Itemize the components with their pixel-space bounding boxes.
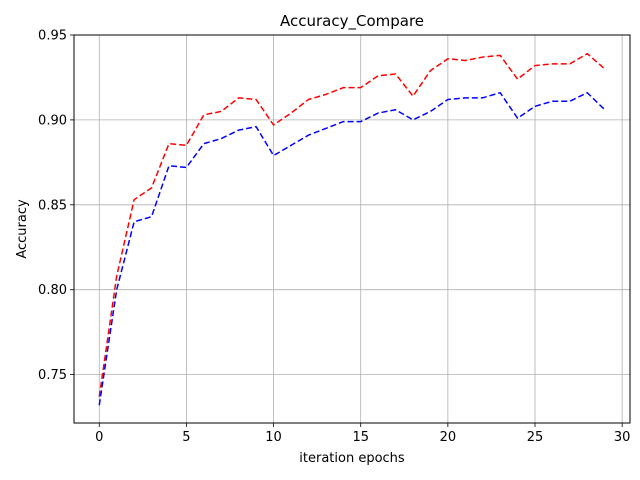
series-line-1 [98,52,606,397]
y-axis-title: Accuracy [15,199,30,259]
chart-title: Accuracy_Compare [280,12,424,31]
y-tick-label: 0.85 [38,198,67,213]
series-line-2 [98,91,606,406]
x-tick-label: 10 [265,430,282,445]
y-tick-label: 0.80 [38,283,67,298]
x-tick-label: 25 [527,430,544,445]
grid-layer [74,34,630,423]
x-tick-label: 0 [95,430,103,445]
plot-frame [73,34,631,424]
y-tick-label: 0.95 [38,29,67,44]
x-tick-label: 30 [614,430,631,445]
y-tick-label: 0.75 [38,368,67,383]
ticks-layer: 0 5 10 15 20 25 30 0.75 0.80 0.85 0.90 0.95 [38,29,630,446]
x-tick-label: 15 [352,430,369,445]
y-tick-label: 0.90 [38,113,67,128]
x-tick-label: 5 [182,430,190,445]
series-layer [98,52,606,406]
x-tick-label: 20 [440,430,457,445]
x-axis-title: iteration epochs [299,451,405,466]
